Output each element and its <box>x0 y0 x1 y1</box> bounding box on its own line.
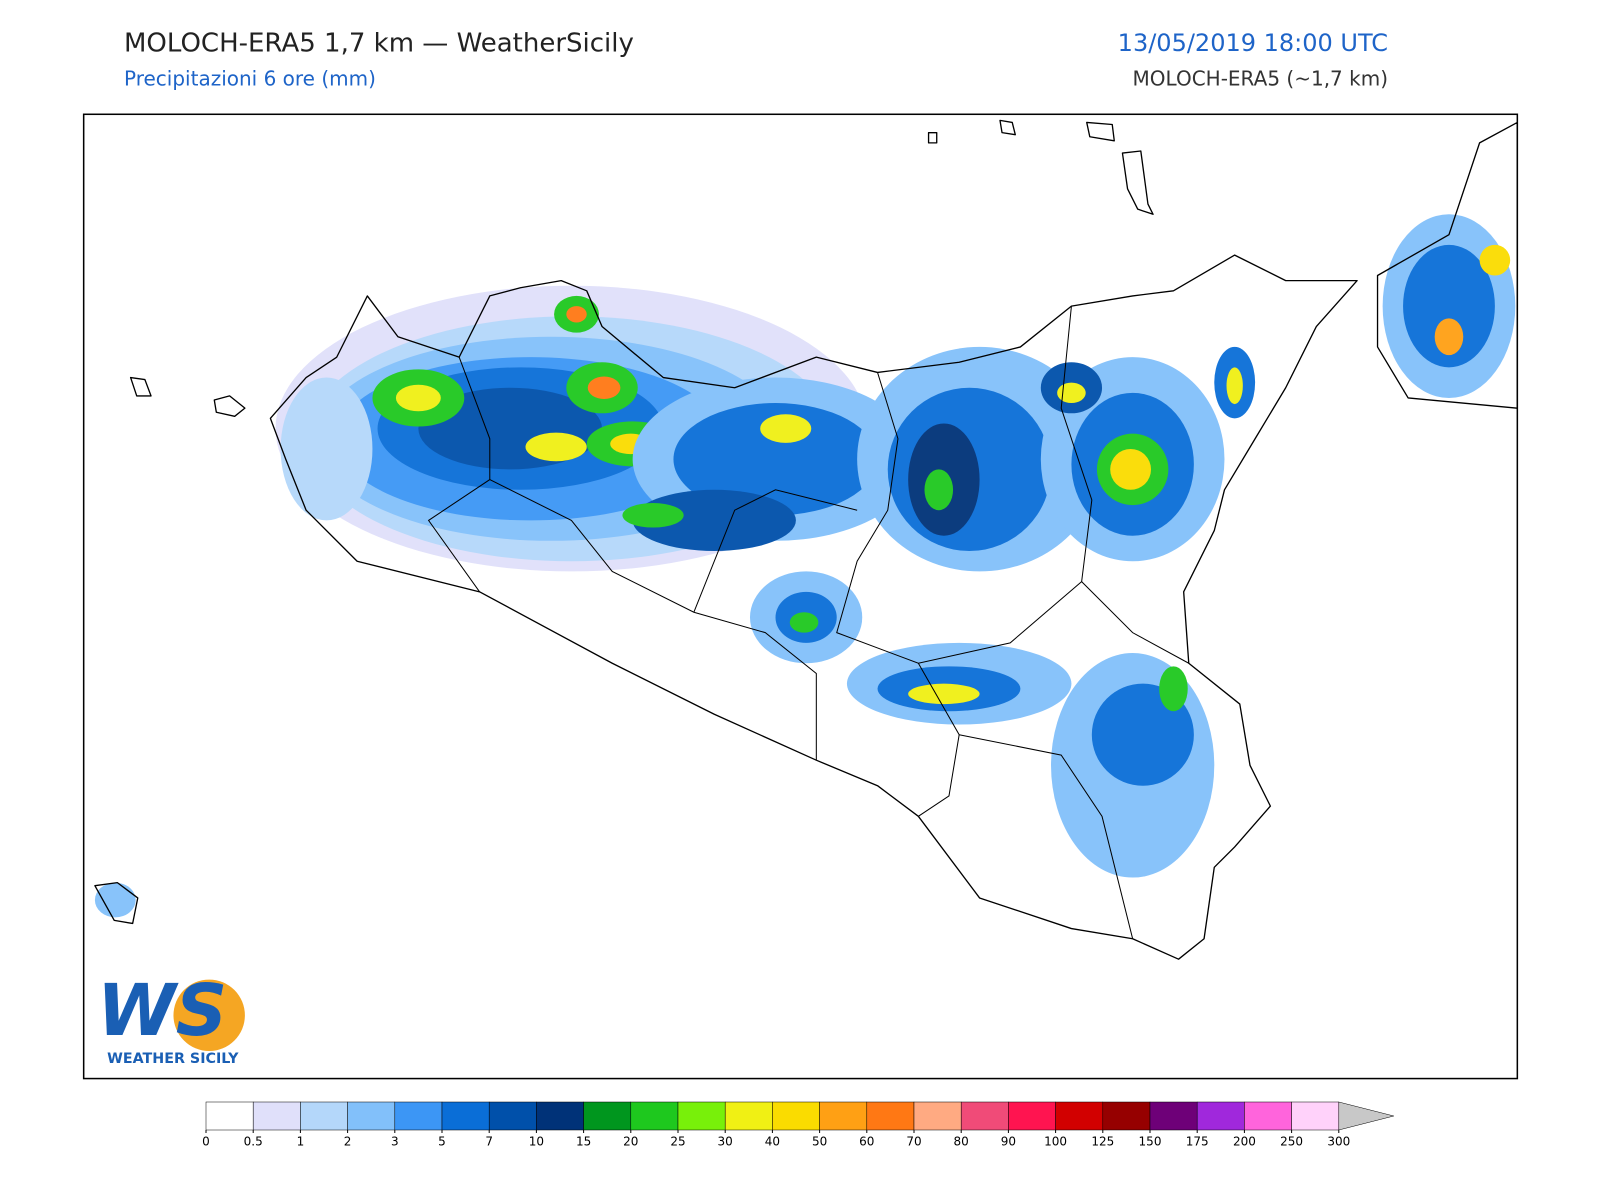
valid-time: 13/05/2019 18:00 UTC <box>1118 29 1388 57</box>
colorbar-tick-label: 125 <box>1091 1135 1114 1149</box>
colorbar-bin <box>1244 1101 1292 1131</box>
colorbar-bin <box>1291 1101 1340 1131</box>
colorbar-tick-label: 70 <box>906 1135 921 1149</box>
title: MOLOCH-ERA5 1,7 km — WeatherSicily <box>124 29 634 59</box>
colorbar-tick-label: 2 <box>344 1135 352 1149</box>
colorbar-bin <box>536 1101 584 1131</box>
colorbar-tick-label: 150 <box>1139 1135 1162 1149</box>
colorbar-bin <box>772 1101 820 1131</box>
colorbar-tick-label: 100 <box>1044 1135 1067 1149</box>
colorbar-bin <box>677 1101 726 1131</box>
colorbar-tick-label: 5 <box>438 1135 446 1149</box>
colorbar-bin <box>441 1101 490 1131</box>
logo: WS WEATHER SICILY <box>97 969 245 1067</box>
colorbar-tick-label: 3 <box>391 1135 399 1149</box>
precipitation-field <box>94 214 1516 918</box>
colorbar-tick-label: 1 <box>297 1135 305 1149</box>
colorbar-bin <box>960 1101 1009 1131</box>
colorbar-tick-label: 80 <box>954 1135 969 1149</box>
colorbar-bin <box>866 1101 915 1131</box>
colorbar-bin <box>488 1101 537 1131</box>
colorbar-tick-label: 7 <box>485 1135 493 1149</box>
map: WS WEATHER SICILY <box>82 113 1519 1080</box>
colorbar-tick-label: 40 <box>765 1135 780 1149</box>
colorbar-tick-label: 20 <box>623 1135 638 1149</box>
colorbar-bin <box>205 1101 254 1131</box>
colorbar-tick-label: 10 <box>529 1135 544 1149</box>
colorbar-bin <box>724 1101 773 1131</box>
colorbar-tick-label: 60 <box>859 1135 874 1149</box>
colorbar-bin <box>347 1101 396 1131</box>
colorbar-tick-label: 175 <box>1186 1135 1209 1149</box>
coastline <box>94 119 1518 960</box>
logo-text: WEATHER SICILY <box>107 1051 239 1067</box>
colorbar-tick-label: 0.5 <box>244 1135 263 1149</box>
colorbar-tick-label: 50 <box>812 1135 827 1149</box>
colorbar-tick-label: 300 <box>1327 1135 1350 1149</box>
colorbar-tick-label: 0 <box>202 1135 210 1149</box>
colorbar-bin <box>630 1101 679 1131</box>
subtitle: Precipitazioni 6 ore (mm) <box>124 67 376 91</box>
colorbar-bin <box>1055 1101 1104 1131</box>
colorbar-tick-label: 30 <box>718 1135 733 1149</box>
colorbar-bin <box>394 1101 443 1131</box>
colorbar-tick-label: 90 <box>1001 1135 1016 1149</box>
colorbar-bin <box>1149 1101 1198 1131</box>
colorbar-bin <box>1196 1101 1245 1131</box>
colorbar-bin <box>252 1101 301 1131</box>
colorbar-bin <box>1102 1101 1151 1131</box>
colorbar-bin <box>583 1101 632 1131</box>
colorbar-tick-label: 15 <box>576 1135 591 1149</box>
model-label: MOLOCH-ERA5 (~1,7 km) <box>1133 67 1388 91</box>
colorbar-tick-label: 25 <box>670 1135 685 1149</box>
logo-letters: WS <box>97 969 227 1052</box>
colorbar: 0 0.5 1 2 3 5 7 10 15 20 25 30 40 50 60 70 80 90 100 125 150… <box>202 1101 1394 1149</box>
colorbar-bin <box>913 1101 962 1131</box>
province-borders <box>427 306 1190 939</box>
colorbar-bin <box>819 1101 868 1131</box>
colorbar-tick-label: 250 <box>1280 1135 1303 1149</box>
colorbar-extend <box>1338 1101 1394 1131</box>
colorbar-bin <box>300 1101 348 1131</box>
colorbar-bin <box>1008 1101 1056 1131</box>
colorbar-tick-label: 200 <box>1233 1135 1256 1149</box>
